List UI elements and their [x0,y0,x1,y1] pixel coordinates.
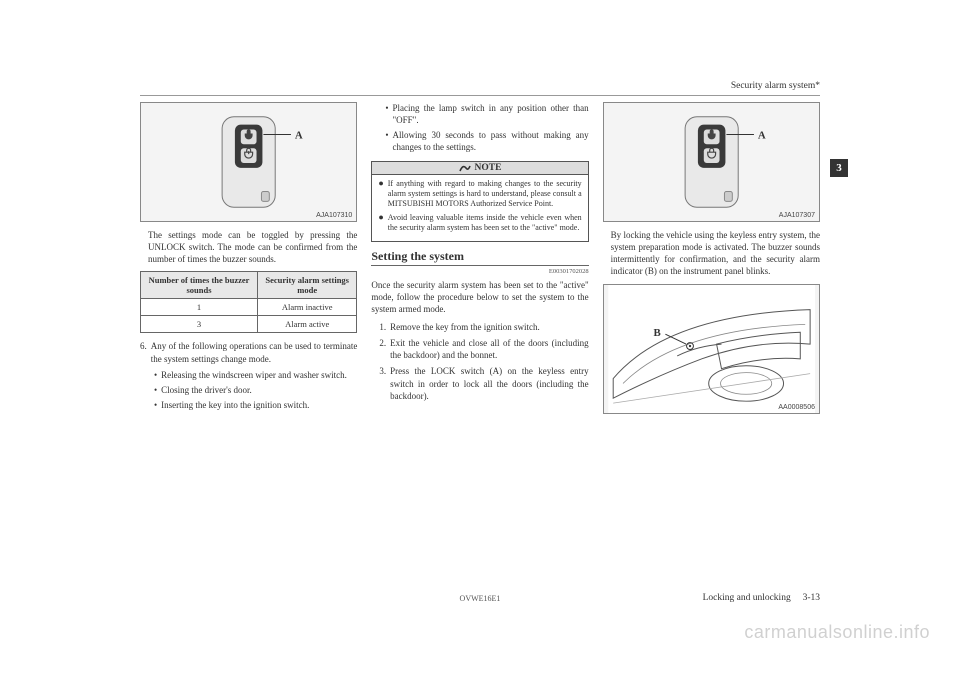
footer-page-number: 3-13 [803,593,820,603]
footer-doc-id: OVWE16E1 [460,594,501,603]
table-cell: 1 [141,299,258,316]
step-number: 3. [379,365,386,401]
section-intro: Once the security alarm system has been … [371,279,588,315]
bullet-text: Inserting the key into the ignition swit… [161,399,309,411]
table-row: 1 Alarm inactive [141,299,357,316]
bullet-text: Placing the lamp switch in any position … [392,102,588,126]
sub-bullet: • Placing the lamp switch in any positio… [371,102,588,126]
note-text: If anything with regard to making change… [388,179,582,210]
table-cell: 3 [141,316,258,333]
bullet-dot: • [385,102,388,126]
figure-code: AA0008506 [778,404,815,411]
dashboard-icon: B [604,285,819,413]
table-cell: Alarm active [258,316,357,333]
step-text: Exit the vehicle and close all of the do… [390,337,589,361]
step-number: 2. [379,337,386,361]
note-title-text: NOTE [475,163,502,173]
sub-bullet: • Releasing the windscreen wiper and was… [140,369,357,381]
step-number: 1. [379,321,386,333]
note-box: NOTE ● If anything with regard to making… [371,161,588,242]
column-2: • Placing the lamp switch in any positio… [371,102,588,546]
note-bullet-icon: ● [378,179,383,210]
note-text: Avoid leaving valuable items inside the … [388,213,582,234]
footer-section-title: Locking and unlocking [703,593,791,603]
page-frame: Security alarm system* 3 A AJA107310 [140,95,820,595]
table-cell: Alarm inactive [258,299,357,316]
note-title: NOTE [372,162,587,175]
sub-bullet: • Allowing 30 seconds to pass without ma… [371,129,588,153]
list-item-6: 6. Any of the following operations can b… [140,340,357,364]
settings-mode-para: The settings mode can be toggled by pres… [140,229,357,265]
buzzer-settings-table: Number of times the buzzer sounds Securi… [140,271,357,333]
svg-text:A: A [758,129,766,141]
table-header-mode: Security alarm settings mode [258,272,357,299]
note-icon [459,163,471,173]
section-heading: Setting the system [371,249,588,266]
column-3: A AJA107307 By locking the vehicle using… [603,102,820,546]
watermark: carmanualsonline.info [744,622,930,643]
bullet-dot: • [385,129,388,153]
footer-page: Locking and unlocking 3-13 [703,593,820,603]
bullet-text: Allowing 30 seconds to pass without maki… [392,129,588,153]
note-bullet-icon: ● [378,213,383,234]
key-fob-figure-2: A AJA107307 [603,102,820,222]
key-fob-icon: A [141,103,356,221]
step-text: Press the LOCK switch (A) on the keyless… [390,365,589,401]
note-body: ● If anything with regard to making chan… [372,175,587,241]
key-fob-icon: A [604,103,819,221]
figure-code: AJA107307 [779,212,815,219]
doc-code: E00301702028 [371,268,588,275]
list-number: 6. [140,340,147,364]
figure-code: AJA107310 [316,212,352,219]
bullet-dot: • [154,399,157,411]
dashboard-figure: B AA0008506 [603,284,820,414]
step-3: 3. Press the LOCK switch (A) on the keyl… [371,365,588,401]
bullet-dot: • [154,369,157,381]
step-2: 2. Exit the vehicle and close all of the… [371,337,588,361]
note-item: ● If anything with regard to making chan… [378,179,581,210]
note-item: ● Avoid leaving valuable items inside th… [378,213,581,234]
table-header-buzzer: Number of times the buzzer sounds [141,272,258,299]
chapter-tab: 3 [830,159,848,177]
step-text: Remove the key from the ignition switch. [390,321,540,333]
sub-bullet: • Inserting the key into the ignition sw… [140,399,357,411]
svg-text:B: B [653,327,660,339]
text-columns: A AJA107310 The settings mode can be tog… [140,96,820,546]
bullet-text: Releasing the windscreen wiper and washe… [161,369,347,381]
step-1: 1. Remove the key from the ignition swit… [371,321,588,333]
activation-para: By locking the vehicle using the keyless… [603,229,820,278]
list-text: Any of the following operations can be u… [151,340,358,364]
key-fob-figure-1: A AJA107310 [140,102,357,222]
column-1: A AJA107310 The settings mode can be tog… [140,102,357,546]
sub-bullet: • Closing the driver's door. [140,384,357,396]
running-head: Security alarm system* [731,81,820,91]
bullet-dot: • [154,384,157,396]
table-row: 3 Alarm active [141,316,357,333]
bullet-text: Closing the driver's door. [161,384,252,396]
svg-text:A: A [295,129,303,141]
